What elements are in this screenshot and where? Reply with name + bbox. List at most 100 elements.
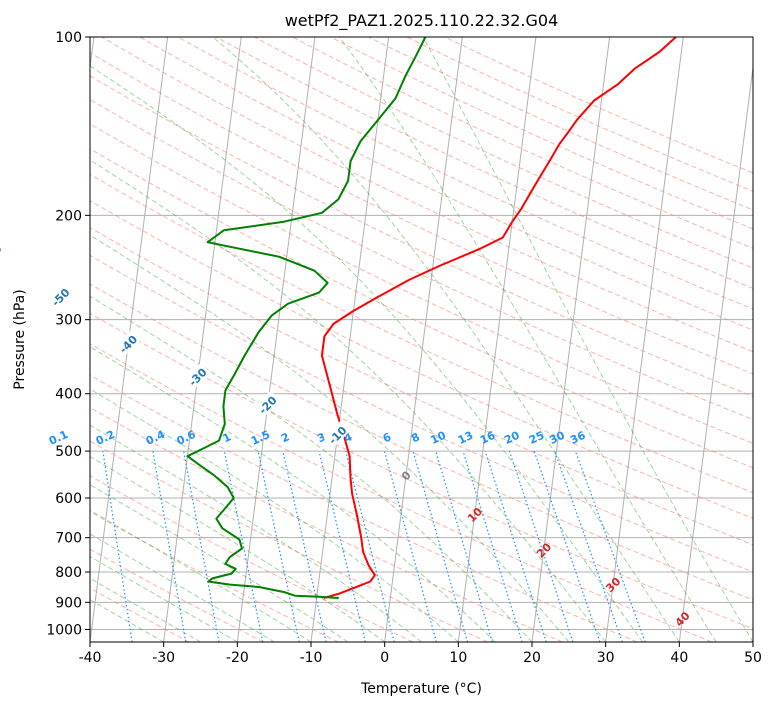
x-tick-label: -30: [152, 650, 175, 666]
mixing-ratio-label: 1: [221, 430, 233, 445]
dry-adiabat-line: [90, 227, 753, 546]
mixing-ratio-line: [508, 450, 574, 642]
mixing-ratio-line: [152, 451, 187, 642]
moist-adiabat-line: [90, 65, 643, 642]
y-tick-label: 600: [55, 491, 82, 507]
x-tick-label: 10: [449, 650, 467, 666]
dry-adiabat-line: [444, 37, 753, 174]
moist-adiabat-line: [212, 37, 680, 642]
x-tick-label: 50: [744, 650, 762, 666]
axes: -40 -30 -20 -10 0 10 20 30 40 5010020030040050060…: [46, 30, 762, 666]
mixing-ratio-line: [484, 450, 547, 642]
isotherm-line: [236, 37, 316, 642]
dry-adiabat-line: [90, 440, 488, 642]
x-tick-label: 30: [597, 650, 615, 666]
isotherm-line: [605, 37, 684, 642]
y-tick-label: 200: [55, 208, 82, 224]
moist-adiabat-line: [90, 533, 275, 642]
mixing-ratio-line: [383, 450, 437, 642]
dry-adiabat-line: [90, 312, 753, 630]
y-tick-label: 800: [55, 565, 82, 581]
mixing-ratio-label: 2: [279, 430, 291, 445]
chart-title: wetPf2_PAZ1.2025.110.22.32.G04: [285, 11, 559, 31]
isotherm-line: [163, 37, 242, 642]
mixing-ratio-label: 25: [527, 429, 546, 447]
mixing-ratio-line: [183, 450, 220, 642]
isotherm-line: [384, 37, 463, 642]
temperature-profile: [320, 37, 677, 599]
isotherm-label-bg: [114, 330, 141, 357]
isotherm-line: [531, 37, 611, 642]
dry-adiabat-line: [90, 52, 753, 375]
isotherm-label-bg: [323, 421, 351, 448]
mixing-ratio-line: [345, 450, 395, 642]
mixing-ratio-line: [223, 450, 264, 642]
mixing-ratio-label: 8: [409, 430, 421, 445]
y-tick-label: 700: [55, 531, 82, 547]
moist-adiabat-line: [90, 388, 459, 642]
mixing-ratio-line: [533, 450, 601, 642]
mixing-ratio-label: 0.6: [175, 428, 198, 448]
dry-adiabat-line: [101, 37, 753, 353]
isotherm-label-bg: [183, 362, 211, 390]
moist-adiabat-line: [90, 509, 312, 642]
moist-adiabat-line: [422, 37, 753, 642]
moist-adiabat-line: [90, 295, 533, 642]
lcl-label: 40: [673, 609, 693, 629]
mixing-ratio-line: [435, 450, 493, 642]
moist-adiabat-line: [90, 159, 607, 642]
moist-adiabat-line: [90, 424, 422, 642]
dry-adiabat-line: [90, 173, 753, 494]
mixing-ratio-label: 1.5: [249, 428, 272, 448]
y-tick-label: 400: [55, 387, 82, 403]
mixing-ratio-line: [282, 450, 327, 642]
x-tick-label: -10: [300, 650, 323, 666]
dry-adiabat-line: [90, 123, 753, 444]
moist-adiabat-line: [339, 37, 717, 642]
y-tick-label: 300: [55, 313, 82, 329]
dry-adiabat-line: [90, 343, 712, 642]
x-tick-label: -20: [226, 650, 249, 666]
mixing-ratio-label: 6: [381, 430, 394, 445]
moist-adiabat-line: [90, 234, 570, 642]
x-axis-label: Temperature (°C): [360, 681, 482, 697]
y-tick-label: 100: [55, 30, 82, 46]
dry-adiabat-line: [330, 37, 753, 230]
mixing-ratio-label: 36: [568, 429, 588, 447]
dry-adiabat-line: [90, 98, 753, 421]
mixing-ratio-label: 10: [429, 429, 449, 447]
dry-adiabat-line: [90, 407, 563, 642]
isotherm-label-bg: [253, 390, 281, 418]
x-tick-label: 0: [380, 650, 389, 666]
y-tick-label: 900: [55, 595, 82, 611]
dewpoint-profile: [186, 37, 427, 599]
dry-adiabat-line: [90, 254, 753, 573]
dry-adiabat-line: [292, 37, 753, 249]
mixing-ratio-line: [412, 450, 469, 642]
dry-adiabat-line: [406, 37, 753, 192]
mixing-ratio-line: [102, 451, 133, 642]
isotherm-label-bg: [46, 283, 74, 311]
mixing-ratio-label: 0.4: [144, 428, 167, 448]
moist-adiabat-line: [90, 346, 496, 642]
background-lines: [90, 37, 753, 642]
lcl-label: 30: [603, 575, 623, 595]
mixing-ratio-line: [318, 450, 366, 642]
dry-adiabat-line: [90, 283, 753, 601]
y-tick-label: 500: [55, 444, 82, 460]
dry-adiabat-line: [90, 148, 753, 469]
y-axis-label: Pressure (hPa): [12, 289, 28, 389]
dry-adiabat-line: [139, 37, 753, 331]
moist-adiabat-line: [90, 484, 349, 642]
mixing-ratio-label: 13: [456, 429, 475, 447]
dry-adiabat-line: [90, 200, 753, 519]
dry-adiabat-line: [90, 511, 339, 642]
mixing-ratio-label: 16: [478, 429, 498, 447]
mixing-ratio-label: 30: [547, 429, 567, 447]
y-tick-label: 1000: [46, 622, 82, 638]
mixing-ratio-line: [462, 450, 523, 642]
dry-adiabat-line: [90, 475, 414, 642]
dry-adiabat-line: [253, 37, 753, 269]
mixing-ratio-label: 20: [502, 429, 522, 447]
